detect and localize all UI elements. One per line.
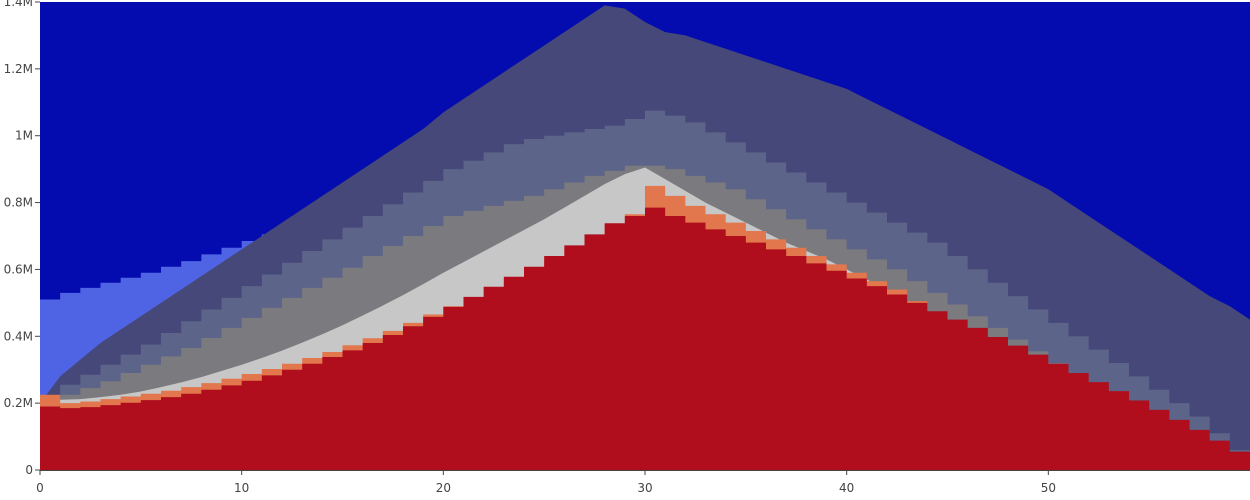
- axes-layer: 0 0.2M 0.4M 0.6M 0.8M 1M 1.2M 1.4M 0 10 20 30 40 50: [4, 0, 1250, 495]
- y-tick-label: 0.8M: [4, 196, 33, 210]
- y-tick-label: 1M: [15, 129, 33, 143]
- y-tick-label: 0: [25, 463, 33, 477]
- x-tick-label: 0: [36, 481, 44, 495]
- x-tick-label: 20: [436, 481, 451, 495]
- x-tick-label: 50: [1041, 481, 1056, 495]
- x-tick-label: 30: [637, 481, 652, 495]
- y-tick-label: 1.2M: [4, 62, 33, 76]
- y-tick-label: 0.4M: [4, 329, 33, 343]
- area-series-7: [40, 207, 1250, 471]
- x-tick-label: 10: [234, 481, 249, 495]
- x-tick-label: 40: [839, 481, 854, 495]
- y-tick-label: 1.4M: [4, 0, 33, 9]
- y-tick-label: 0.2M: [4, 396, 33, 410]
- series-layer: [40, 5, 1250, 471]
- y-tick-label: 0.6M: [4, 262, 33, 276]
